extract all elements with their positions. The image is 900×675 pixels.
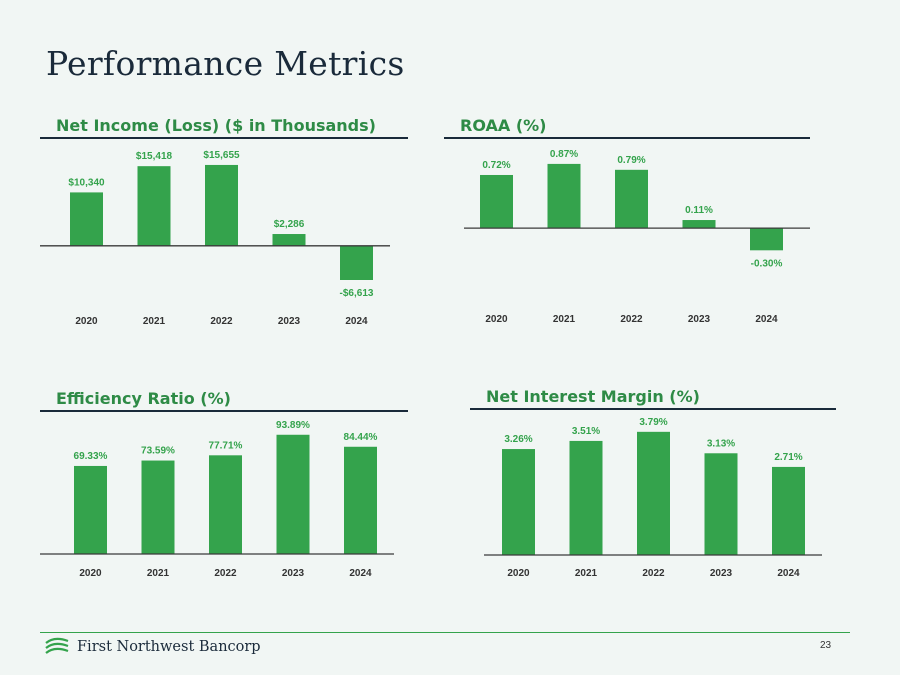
efficiency-ratio-category-label-2020: 2020 [79, 568, 102, 579]
net-interest-margin-chart-title: Net Interest Margin (%) [486, 387, 700, 406]
page-number: 23 [820, 640, 832, 651]
roaa-bar-2023 [682, 220, 716, 229]
net-interest-margin-category-label-2023: 2023 [710, 568, 733, 579]
net-income-bar-2022 [205, 164, 238, 246]
roaa-chart: ROAA (%) 0.72% 2020 0.87% 2021 0.79% 2022 0.11… [444, 116, 812, 336]
net-interest-margin-bar-2023 [704, 453, 738, 555]
net-interest-margin-chart: Net Interest Margin (%) 3.26% 2020 3.51% 20… [470, 387, 838, 587]
efficiency-ratio-value-label-2023: 93.89% [276, 420, 310, 431]
efficiency-ratio-category-label-2021: 2021 [147, 568, 170, 579]
net-interest-margin-value-label-2020: 3.26% [504, 434, 532, 445]
roaa-bar-2020 [480, 174, 513, 229]
brand: First Northwest Bancorp [44, 637, 261, 657]
net-income-bar-2023 [272, 234, 306, 246]
net-income-value-label-2020: $10,340 [68, 177, 105, 188]
efficiency-ratio-bar-2020 [74, 465, 107, 554]
net-interest-margin-category-label-2021: 2021 [575, 568, 598, 579]
efficiency-ratio-bar-2021 [141, 460, 175, 554]
net-income-category-label-2022: 2022 [210, 316, 233, 327]
efficiency-ratio-bar-2023 [276, 434, 310, 554]
efficiency-ratio-bar-2024 [344, 446, 377, 554]
page-title: Performance Metrics [46, 44, 405, 83]
roaa-value-label-2020: 0.72% [482, 160, 510, 171]
net-income-category-label-2020: 2020 [75, 316, 98, 327]
roaa-bar-2021 [547, 163, 581, 229]
efficiency-ratio-value-label-2021: 73.59% [141, 446, 175, 457]
net-income-category-label-2021: 2021 [143, 316, 166, 327]
net-interest-margin-title-rule [470, 408, 836, 410]
net-interest-margin-category-label-2022: 2022 [642, 568, 665, 579]
net-income-chart-title: Net Income (Loss) ($ in Thousands) [56, 116, 376, 135]
roaa-bar-2024 [750, 228, 783, 251]
roaa-category-label-2020: 2020 [485, 314, 508, 325]
net-income-chart: Net Income (Loss) ($ in Thousands) $10,3… [40, 116, 408, 336]
net-interest-margin-bar-2021 [569, 440, 603, 555]
net-income-category-label-2023: 2023 [278, 316, 301, 327]
net-income-value-label-2021: $15,418 [136, 151, 173, 162]
net-interest-margin-value-label-2022: 3.79% [639, 417, 667, 428]
roaa-category-label-2024: 2024 [755, 314, 778, 325]
roaa-value-label-2024: -0.30% [751, 258, 783, 269]
roaa-plot: 0.72% 2020 0.87% 2021 0.79% 2022 0.11% 2023 -0.3… [464, 149, 810, 325]
net-interest-margin-bar-2020 [502, 449, 535, 555]
net-income-title-rule [40, 137, 408, 139]
roaa-bar-2022 [615, 169, 648, 229]
roaa-category-label-2022: 2022 [620, 314, 643, 325]
roaa-category-label-2021: 2021 [553, 314, 576, 325]
net-income-plot: $10,340 2020 $15,418 2021 $15,655 2022 $2,286 2… [40, 150, 390, 327]
net-income-category-label-2024: 2024 [345, 316, 368, 327]
roaa-value-label-2023: 0.11% [685, 205, 713, 216]
efficiency-ratio-bar-2022 [209, 455, 242, 554]
net-income-value-label-2024: -$6,613 [340, 288, 374, 299]
brand-name: First Northwest Bancorp [77, 639, 261, 655]
efficiency-ratio-plot: 69.33% 2020 73.59% 2021 77.71% 2022 93.89% 2023… [40, 420, 394, 579]
roaa-title-rule [444, 137, 810, 139]
roaa-category-label-2023: 2023 [688, 314, 711, 325]
net-income-value-label-2023: $2,286 [274, 219, 305, 230]
roaa-value-label-2021: 0.87% [550, 149, 578, 160]
net-income-bar-2021 [137, 166, 171, 246]
net-interest-margin-bar-2022 [637, 431, 670, 555]
efficiency-ratio-category-label-2022: 2022 [214, 568, 237, 579]
net-income-bar-2020 [70, 192, 103, 246]
net-interest-margin-category-label-2020: 2020 [507, 568, 530, 579]
efficiency-ratio-value-label-2022: 77.71% [209, 440, 243, 451]
logo-icon [45, 637, 69, 654]
net-interest-margin-value-label-2023: 3.13% [707, 438, 735, 449]
net-interest-margin-bar-2024 [772, 466, 805, 555]
footer-rule [40, 632, 850, 633]
net-interest-margin-value-label-2024: 2.71% [774, 452, 802, 463]
roaa-value-label-2022: 0.79% [617, 155, 645, 166]
efficiency-ratio-category-label-2023: 2023 [282, 568, 305, 579]
efficiency-ratio-value-label-2020: 69.33% [74, 451, 108, 462]
net-interest-margin-plot: 3.26% 2020 3.51% 2021 3.79% 2022 3.13% 2023 2.71… [484, 417, 822, 579]
efficiency-ratio-chart-title: Efficiency Ratio (%) [56, 389, 231, 408]
efficiency-ratio-title-rule [40, 410, 408, 412]
net-income-bar-2024 [340, 245, 373, 281]
roaa-chart-title: ROAA (%) [460, 116, 547, 135]
efficiency-ratio-category-label-2024: 2024 [349, 568, 372, 579]
efficiency-ratio-value-label-2024: 84.44% [344, 432, 378, 443]
net-interest-margin-value-label-2021: 3.51% [572, 426, 600, 437]
efficiency-ratio-chart: Efficiency Ratio (%) 69.33% 2020 73.59% 202… [40, 389, 408, 589]
net-interest-margin-category-label-2024: 2024 [777, 568, 800, 579]
net-income-value-label-2022: $15,655 [203, 150, 240, 161]
